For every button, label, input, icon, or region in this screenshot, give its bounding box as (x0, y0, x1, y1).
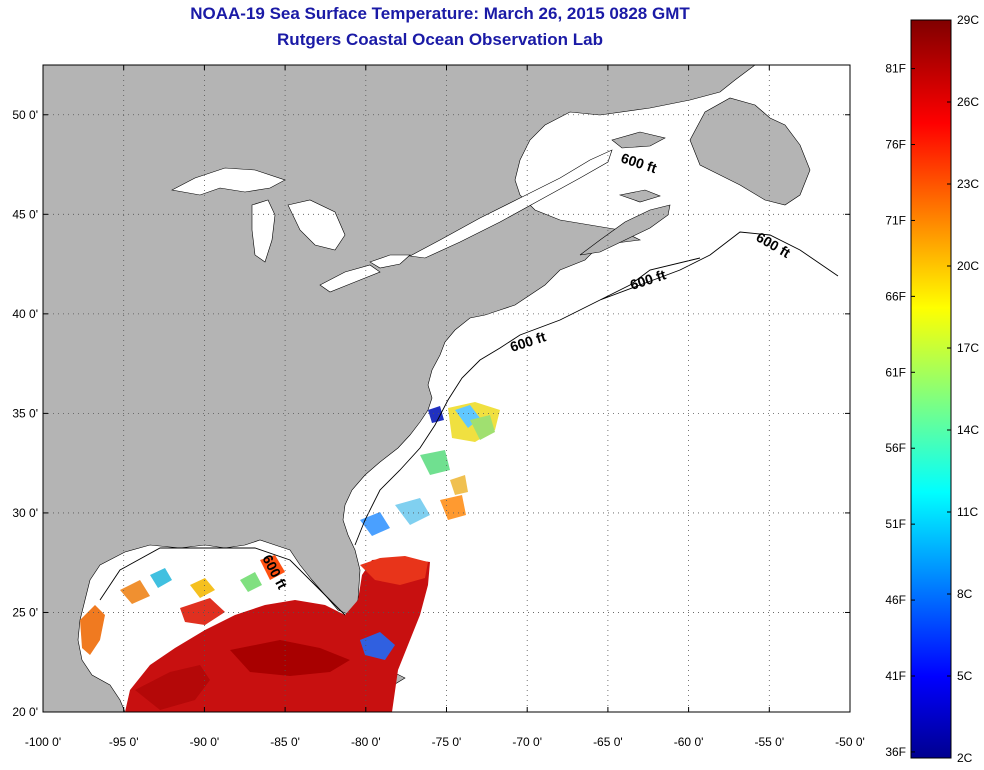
map-title: NOAA-19 Sea Surface Temperature: March 2… (190, 4, 690, 23)
colorbar-label-f: 46F (885, 593, 906, 607)
lake-superior (171, 167, 286, 196)
sst-swath (80, 555, 430, 712)
colorbar-label-f: 51F (885, 517, 906, 531)
nova-scotia-land (579, 204, 671, 256)
x-tick-label: -80 0' (351, 735, 381, 749)
lake-erie (319, 264, 381, 293)
x-tick-label: -90 0' (190, 735, 220, 749)
x-tick-label: -85 0' (270, 735, 300, 749)
colorbar-label-c: 2C (957, 751, 973, 765)
x-tick-label: -50 0' (835, 735, 865, 749)
colorbar-label-f: 81F (885, 62, 906, 76)
x-tick-label: -65 0' (593, 735, 623, 749)
y-tick-label: 20 0' (12, 705, 38, 719)
y-tick-label: 40 0' (12, 307, 38, 321)
colorbar-label-c: 5C (957, 669, 973, 683)
colorbar (910, 19, 952, 759)
st-lawrence (409, 149, 613, 259)
map-subtitle: Rutgers Coastal Ocean Observation Lab (277, 30, 603, 49)
colorbar-label-c: 20C (957, 259, 979, 273)
gulf-island (611, 131, 666, 149)
x-tick-label: -100 0' (25, 735, 61, 749)
sst-swath-atlantic (360, 402, 500, 536)
x-tick-label: -60 0' (674, 735, 704, 749)
north-america-land (43, 65, 756, 712)
colorbar-label-f: 71F (885, 213, 906, 227)
y-tick-label: 45 0' (12, 207, 38, 221)
y-tick-label: 35 0' (12, 406, 38, 420)
x-tick-label: -55 0' (754, 735, 784, 749)
colorbar-label-c: 26C (957, 95, 979, 109)
lake-ontario (369, 254, 411, 269)
colorbar-label-c: 29C (957, 13, 979, 27)
colorbar-label-f: 61F (885, 365, 906, 379)
x-tick-label: -75 0' (432, 735, 462, 749)
newfoundland-land (689, 97, 811, 206)
colorbar-label-c: 14C (957, 423, 979, 437)
x-axis: -100 0' -95 0' -90 0' -85 0' -80 0' -75 0' -70… (25, 65, 865, 749)
x-tick-label: -95 0' (109, 735, 139, 749)
colorbar-label-f: 56F (885, 441, 906, 455)
600ft-contour (99, 231, 839, 616)
lake-huron (287, 199, 346, 251)
colorbar-label-f: 76F (885, 138, 906, 152)
y-tick-label: 30 0' (12, 506, 38, 520)
colorbar-label-c: 8C (957, 587, 973, 601)
y-axis: 50 0' 45 0' 40 0' 35 0' 30 0' 25 0' 20 0' (12, 108, 850, 719)
colorbar-label-c: 17C (957, 341, 979, 355)
lake-michigan (251, 199, 276, 263)
pei-island (618, 189, 661, 203)
colorbar-label-f: 36F (885, 745, 906, 759)
x-tick-label: -70 0' (512, 735, 542, 749)
colorbar-label-c: 23C (957, 177, 979, 191)
colorbar-label-f: 41F (885, 669, 906, 683)
y-tick-label: 25 0' (12, 605, 38, 619)
y-tick-label: 50 0' (12, 108, 38, 122)
colorbar-ticks: 29C 26C 23C 20C 17C 14C 11C 8C 5C 2C 81F 76F 71F 66F 6… (885, 13, 979, 765)
colorbar-label-f: 66F (885, 289, 906, 303)
colorbar-label-c: 11C (957, 505, 978, 519)
